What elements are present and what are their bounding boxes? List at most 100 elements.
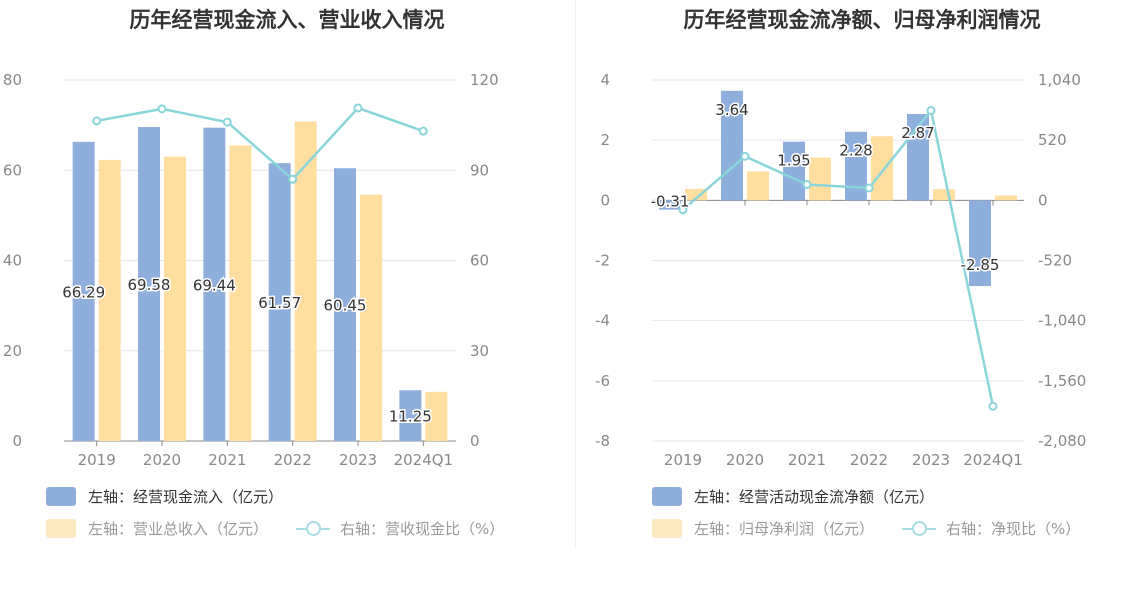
- bar: [203, 127, 226, 441]
- left-tick-label: 4: [600, 71, 610, 89]
- left-tick-label: 0: [600, 191, 610, 209]
- right-tick-label: -1,040: [1038, 312, 1086, 330]
- bar: [783, 141, 805, 201]
- legend-label: 右轴：净现比（%）: [946, 520, 1081, 538]
- line-point: [353, 103, 363, 113]
- bar-data-label: 2.28: [839, 142, 872, 160]
- bar: [685, 188, 707, 201]
- bar-data-label: 61.57: [258, 294, 301, 312]
- legend-label: 左轴：归母净利润（亿元）: [694, 520, 875, 538]
- legend-item-revenue[interactable]: 左轴：营业总收入（亿元）: [46, 518, 268, 539]
- left-tick-label: 2: [600, 131, 610, 149]
- legend-line-marker-icon: [902, 519, 936, 538]
- legend-label: 右轴：营收现金比（%）: [340, 520, 505, 538]
- legend-swatch-blue: [652, 487, 682, 506]
- chart-panel-left: 历年经营现金流入、营业收入情况 0 20 40 60 80 0 30 60 90 120 2019 2…: [3, 8, 504, 539]
- x-tick-label: 2024Q1: [963, 451, 1023, 469]
- bar-data-label: 60.45: [324, 297, 367, 315]
- x-tick-label: 2020: [726, 451, 764, 469]
- bar-data-label: 1.95: [777, 152, 810, 170]
- right-tick-label: 0: [470, 432, 480, 450]
- legend-item-cash-inflow[interactable]: 左轴：经营现金流入（亿元）: [46, 486, 283, 507]
- bar-data-label: 2.87: [901, 124, 934, 142]
- right-tick-label: 30: [470, 342, 489, 360]
- chart-title: 历年经营现金流入、营业收入情况: [129, 8, 445, 32]
- bar-data-label: 69.58: [128, 276, 171, 294]
- bar: [747, 171, 769, 201]
- line-point: [740, 151, 750, 161]
- line-point: [926, 106, 936, 116]
- x-tick-label: 2019: [78, 451, 116, 469]
- bar-data-label: 66.29: [62, 283, 105, 301]
- left-tick-label: -6: [595, 372, 610, 390]
- bar: [138, 127, 160, 441]
- line-point: [864, 183, 874, 193]
- left-tick-label: -8: [595, 432, 610, 450]
- legend-swatch-blue: [46, 487, 76, 506]
- left-tick-label: -4: [595, 312, 610, 330]
- left-tick-label: -2: [595, 252, 610, 270]
- bar: [294, 121, 317, 441]
- right-tick-label: 60: [470, 252, 489, 270]
- left-tick-label: 60: [3, 161, 22, 179]
- line-point: [288, 174, 298, 184]
- x-tick-label: 2024Q1: [394, 451, 454, 469]
- right-tick-label: 120: [470, 71, 499, 89]
- chart-plot-left: 0 20 40 60 80 0 30 60 90 120 2019 2020 2021 2022 2023 2…: [3, 71, 499, 469]
- bar-data-label: 3.64: [715, 101, 748, 119]
- x-tick-label: 2019: [664, 451, 702, 469]
- bar: [659, 200, 681, 210]
- ratio-line: [682, 107, 995, 407]
- legend-swatch-yellow: [652, 519, 682, 538]
- legend-line-marker-icon: [296, 519, 330, 538]
- bar: [871, 136, 893, 201]
- bar: [360, 194, 382, 441]
- right-tick-label: 1,040: [1038, 71, 1081, 89]
- legend-label: 左轴：经营活动现金流净额（亿元）: [694, 488, 935, 506]
- ratio-line: [96, 106, 424, 182]
- right-tick-label: 520: [1038, 131, 1067, 149]
- line-point: [802, 179, 812, 189]
- line-point: [418, 126, 428, 136]
- bar: [933, 189, 955, 201]
- bar-data-label: -0.31: [651, 192, 690, 210]
- bar: [399, 390, 422, 441]
- line-point: [92, 116, 102, 126]
- x-tick-label: 2021: [788, 451, 826, 469]
- line-point: [988, 401, 998, 411]
- x-tick-label: 2023: [912, 451, 950, 469]
- x-tick-label: 2022: [274, 451, 312, 469]
- x-tick-label: 2022: [850, 451, 888, 469]
- left-tick-label: 20: [3, 342, 22, 360]
- right-tick-label: -2,080: [1038, 432, 1086, 450]
- bar: [98, 159, 121, 441]
- panel-divider: [575, 0, 576, 548]
- bar: [969, 200, 991, 287]
- x-tick-label: 2021: [208, 451, 246, 469]
- bar: [845, 131, 867, 201]
- bar-data-label: 69.44: [193, 276, 236, 294]
- legend-item-cash-ratio[interactable]: 右轴：净现比（%）: [902, 518, 1080, 539]
- bar: [809, 157, 831, 201]
- legend-swatch-yellow: [46, 519, 76, 538]
- bar: [995, 195, 1017, 201]
- legend-label: 左轴：经营现金流入（亿元）: [88, 488, 284, 506]
- right-tick-label: -1,560: [1038, 372, 1086, 390]
- x-tick-label: 2023: [339, 451, 377, 469]
- right-tick-label: -520: [1038, 252, 1072, 270]
- legend-item-ratio[interactable]: 右轴：营收现金比（%）: [296, 518, 504, 539]
- left-tick-label: 40: [3, 252, 22, 270]
- x-tick-label: 2020: [143, 451, 181, 469]
- bar: [72, 141, 95, 441]
- bar: [229, 145, 252, 441]
- chart-plot-right: -8 -6 -4 -2 0 2 4 -2,080 -1,560 -1,040 -520 0 520 1,0…: [595, 71, 1086, 469]
- line-point: [678, 205, 688, 215]
- chart-panel-right: 历年经营现金流净额、归母净利润情况 -8 -6 -4 -2 0 2 4 -2,080 -1,56…: [576, 0, 1148, 589]
- line-point: [157, 104, 167, 114]
- bar: [164, 156, 186, 441]
- legend-item-net-profit[interactable]: 左轴：归母净利润（亿元）: [652, 518, 874, 539]
- bar: [268, 163, 291, 441]
- chart-title: 历年经营现金流净额、归母净利润情况: [683, 8, 1041, 32]
- line-point: [222, 117, 232, 127]
- legend-item-net-cash-flow[interactable]: 左轴：经营活动现金流净额（亿元）: [652, 486, 934, 507]
